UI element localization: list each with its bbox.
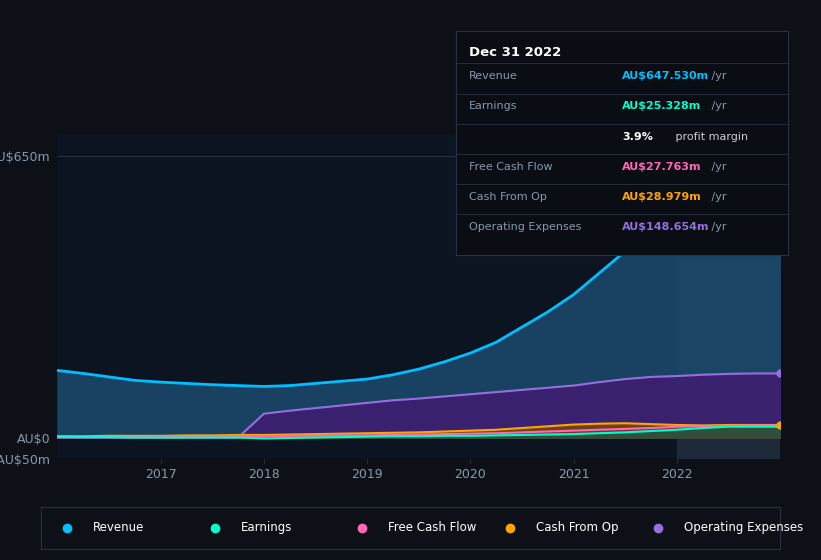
Text: AU$647.530m: AU$647.530m xyxy=(622,71,709,81)
Text: Earnings: Earnings xyxy=(241,521,292,534)
Text: AU$148.654m: AU$148.654m xyxy=(622,222,709,232)
Text: AU$25.328m: AU$25.328m xyxy=(622,101,701,111)
Text: /yr: /yr xyxy=(709,222,727,232)
Text: Cash From Op: Cash From Op xyxy=(469,192,547,202)
Text: Earnings: Earnings xyxy=(469,101,517,111)
Text: Revenue: Revenue xyxy=(93,521,144,534)
Text: /yr: /yr xyxy=(709,192,727,202)
Text: Operating Expenses: Operating Expenses xyxy=(469,222,581,232)
Text: /yr: /yr xyxy=(709,162,727,172)
Text: /yr: /yr xyxy=(709,71,727,81)
Text: Dec 31 2022: Dec 31 2022 xyxy=(469,46,562,59)
Bar xyxy=(677,134,780,459)
Text: Free Cash Flow: Free Cash Flow xyxy=(388,521,477,534)
Text: Cash From Op: Cash From Op xyxy=(536,521,618,534)
Text: AU$28.979m: AU$28.979m xyxy=(622,192,702,202)
Text: profit margin: profit margin xyxy=(672,132,748,142)
Text: Revenue: Revenue xyxy=(469,71,518,81)
Text: Free Cash Flow: Free Cash Flow xyxy=(469,162,553,172)
Text: Operating Expenses: Operating Expenses xyxy=(684,521,803,534)
Text: /yr: /yr xyxy=(709,101,727,111)
Text: 3.9%: 3.9% xyxy=(622,132,653,142)
Text: AU$27.763m: AU$27.763m xyxy=(622,162,701,172)
